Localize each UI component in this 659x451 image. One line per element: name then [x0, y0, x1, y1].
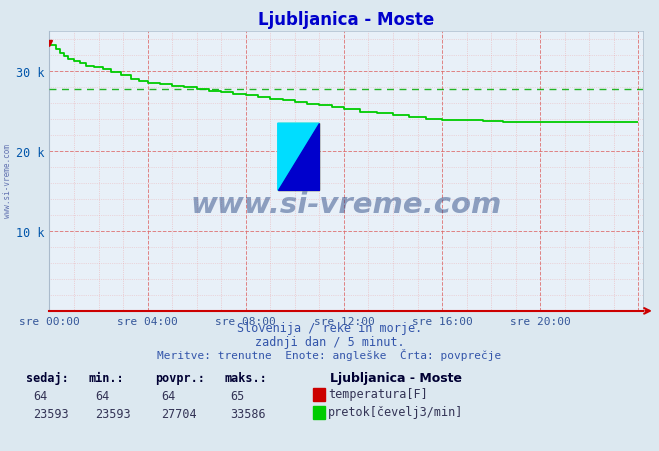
Text: povpr.:: povpr.: [155, 371, 205, 384]
Text: www.si-vreme.com: www.si-vreme.com [3, 143, 13, 217]
Text: pretok[čevelj3/min]: pretok[čevelj3/min] [328, 405, 463, 418]
Text: Ljubljanica - Moste: Ljubljanica - Moste [330, 371, 461, 384]
Text: 33586: 33586 [231, 407, 266, 420]
Text: 64: 64 [96, 389, 110, 402]
Text: Slovenija / reke in morje.: Slovenija / reke in morje. [237, 322, 422, 335]
Text: zadnji dan / 5 minut.: zadnji dan / 5 minut. [254, 335, 405, 348]
Text: 64: 64 [161, 389, 176, 402]
Text: maks.:: maks.: [224, 371, 267, 384]
Text: 64: 64 [33, 389, 47, 402]
Text: min.:: min.: [89, 371, 125, 384]
Polygon shape [278, 124, 320, 191]
Text: 65: 65 [231, 389, 245, 402]
Text: 23593: 23593 [33, 407, 69, 420]
Text: sedaj:: sedaj: [26, 371, 69, 384]
Text: temperatura[F]: temperatura[F] [328, 387, 428, 400]
Text: 23593: 23593 [96, 407, 131, 420]
Title: Ljubljanica - Moste: Ljubljanica - Moste [258, 11, 434, 28]
Text: Meritve: trenutne  Enote: angleške  Črta: povprečje: Meritve: trenutne Enote: angleške Črta: … [158, 349, 501, 360]
Bar [278, 124, 320, 191]
Text: 27704: 27704 [161, 407, 197, 420]
Text: www.si-vreme.com: www.si-vreme.com [190, 191, 501, 219]
Polygon shape [278, 124, 320, 191]
